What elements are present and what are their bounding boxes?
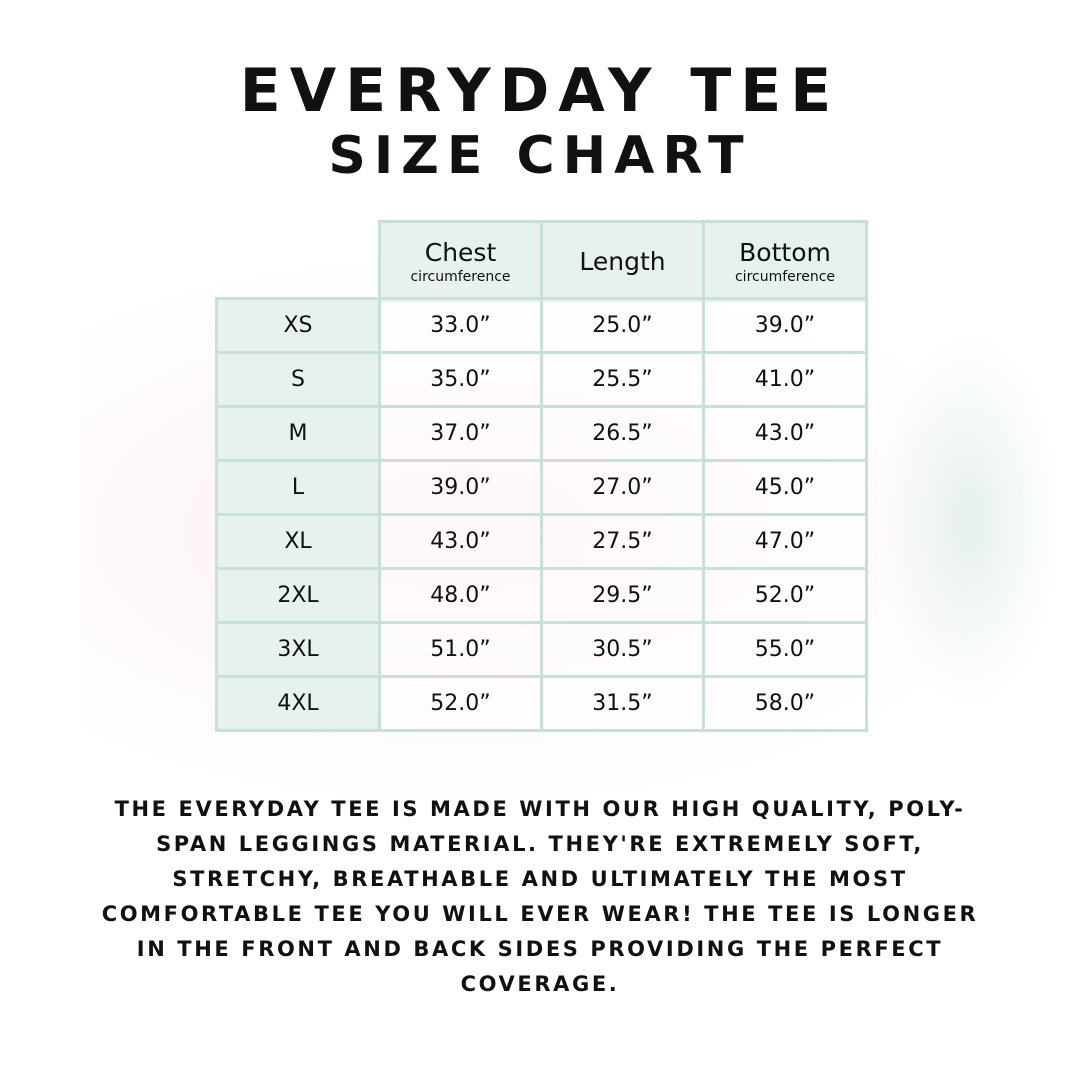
measurement-cell: 58.0” bbox=[702, 675, 868, 732]
product-description: THE EVERYDAY TEE IS MADE WITH OUR HIGH Q… bbox=[101, 797, 979, 996]
measurement-cell: 30.5” bbox=[540, 621, 705, 678]
size-label: 3XL bbox=[215, 621, 381, 678]
measurement-cell: 35.0” bbox=[378, 351, 543, 408]
measurement-cell: 25.0” bbox=[540, 297, 705, 354]
column-header: Length bbox=[540, 220, 705, 302]
measurement-cell: 45.0” bbox=[702, 459, 868, 516]
measurement-cell: 43.0” bbox=[378, 513, 543, 570]
measurement-cell: 37.0” bbox=[378, 405, 543, 462]
column-header-label: Chest bbox=[424, 237, 497, 267]
measurement-cell: 33.0” bbox=[378, 297, 543, 354]
measurement-cell: 39.0” bbox=[702, 297, 868, 354]
size-label: 2XL bbox=[215, 567, 381, 624]
size-label: XL bbox=[215, 513, 381, 570]
measurement-cell: 52.0” bbox=[702, 567, 868, 624]
measurement-cell: 48.0” bbox=[378, 567, 543, 624]
column-header-sublabel: circumference bbox=[734, 268, 836, 285]
column-header-label: Length bbox=[579, 246, 666, 276]
measurement-cell: 27.5” bbox=[540, 513, 705, 570]
measurement-cell: 31.5” bbox=[540, 675, 705, 732]
measurement-cell: 51.0” bbox=[378, 621, 543, 678]
size-label: M bbox=[215, 405, 381, 462]
page-title: EVERYDAY TEE bbox=[239, 56, 841, 126]
measurement-cell: 55.0” bbox=[702, 621, 868, 678]
size-label: XS bbox=[215, 297, 381, 354]
page-subtitle: SIZE CHART bbox=[328, 126, 752, 186]
measurement-cell: 27.0” bbox=[540, 459, 705, 516]
column-header: Chest circumference bbox=[378, 220, 543, 302]
size-label: S bbox=[215, 351, 381, 408]
size-label: 4XL bbox=[215, 675, 381, 732]
column-header: Bottom circumference bbox=[702, 220, 868, 302]
measurement-cell: 47.0” bbox=[702, 513, 868, 570]
column-header-sublabel: circumference bbox=[410, 268, 511, 285]
column-header-label: Bottom bbox=[739, 237, 831, 267]
measurement-cell: 29.5” bbox=[540, 567, 705, 624]
measurement-cell: 52.0” bbox=[378, 675, 543, 732]
measurement-cell: 39.0” bbox=[378, 459, 543, 516]
size-label: L bbox=[215, 459, 381, 516]
measurement-cell: 41.0” bbox=[702, 351, 868, 408]
measurement-cell: 25.5” bbox=[540, 351, 705, 408]
measurement-cell: 43.0” bbox=[702, 405, 868, 462]
cactus-illustration bbox=[880, 330, 1060, 710]
measurement-cell: 26.5” bbox=[540, 405, 705, 462]
